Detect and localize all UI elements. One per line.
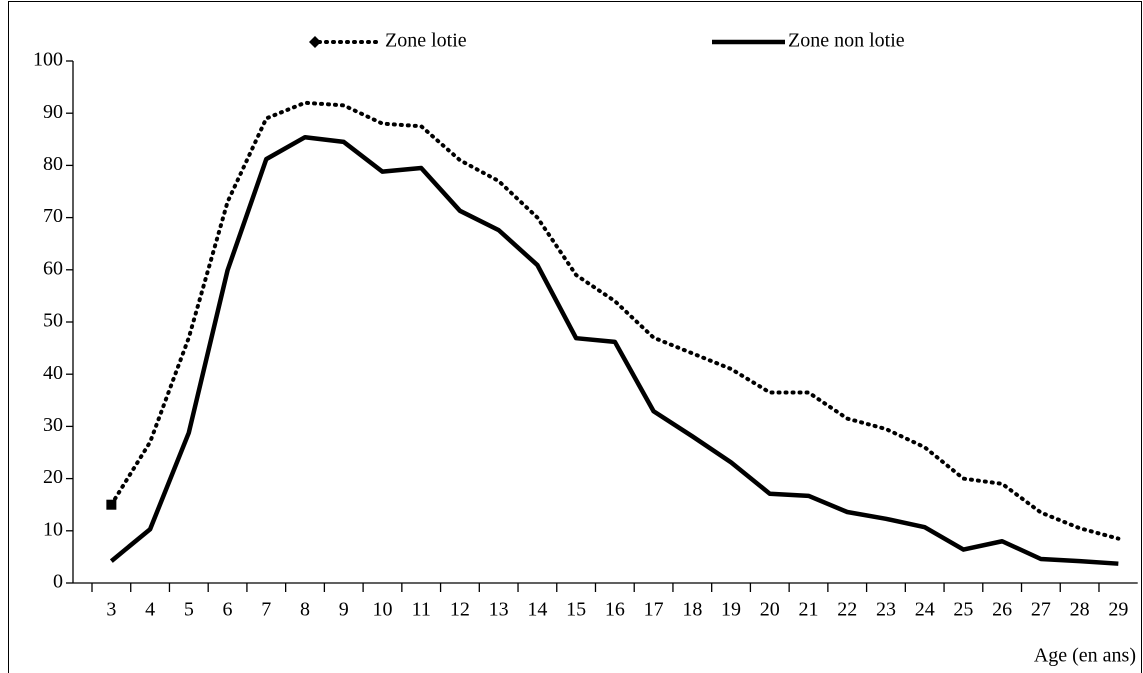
x-tick-label: 27: [1031, 599, 1051, 621]
x-axis-label: Age (en ans): [1034, 645, 1136, 667]
x-tick-label: 21: [799, 599, 819, 621]
y-tick-label: 60: [43, 257, 63, 279]
x-tick-label: 23: [876, 599, 896, 621]
x-tick-label: 22: [837, 599, 857, 621]
x-tick-label: 18: [682, 599, 702, 621]
y-tick-label: 90: [43, 101, 63, 123]
y-tick-label: 0: [53, 571, 63, 593]
x-tick-label: 6: [223, 599, 233, 621]
y-tick-label: 50: [43, 310, 63, 332]
x-tick-label: 14: [527, 599, 547, 621]
x-tick-label: 17: [644, 599, 664, 621]
x-tick-label: 12: [450, 599, 470, 621]
legend-marker: [309, 36, 321, 48]
x-tick-label: 7: [261, 599, 271, 621]
x-tick-label: 19: [721, 599, 741, 621]
x-tick-label: 4: [145, 599, 155, 621]
y-tick-label: 80: [43, 153, 63, 175]
x-tick-label: 16: [605, 599, 625, 621]
x-tick-label: 13: [489, 599, 509, 621]
series-line: [109, 134, 1119, 566]
point-marker: [106, 499, 117, 510]
y-tick-label: 70: [43, 205, 63, 227]
series-line: [109, 100, 1121, 541]
x-tick-label: 28: [1070, 599, 1090, 621]
x-tick-label: 11: [412, 599, 431, 621]
y-tick-label: 10: [43, 518, 63, 540]
chart-frame: [8, 1, 1142, 673]
x-tick-label: 24: [915, 599, 935, 621]
x-tick-label: 20: [760, 599, 780, 621]
y-tick-label: 20: [43, 466, 63, 488]
x-tick-label: 10: [372, 599, 392, 621]
y-tick-label: 100: [33, 49, 63, 71]
legend-label: Zone lotie: [385, 30, 467, 52]
x-tick-label: 25: [953, 599, 973, 621]
legend-label: Zone non lotie: [788, 30, 905, 52]
x-tick-label: 3: [106, 599, 116, 621]
x-tick-label: 26: [992, 599, 1012, 621]
x-tick-label: 9: [339, 599, 349, 621]
y-tick-label: 40: [43, 362, 63, 384]
x-tick-label: 5: [184, 599, 194, 621]
x-tick-label: 15: [566, 599, 586, 621]
y-tick-label: 30: [43, 414, 63, 436]
x-tick-label: 29: [1108, 599, 1128, 621]
x-tick-label: 8: [300, 599, 310, 621]
